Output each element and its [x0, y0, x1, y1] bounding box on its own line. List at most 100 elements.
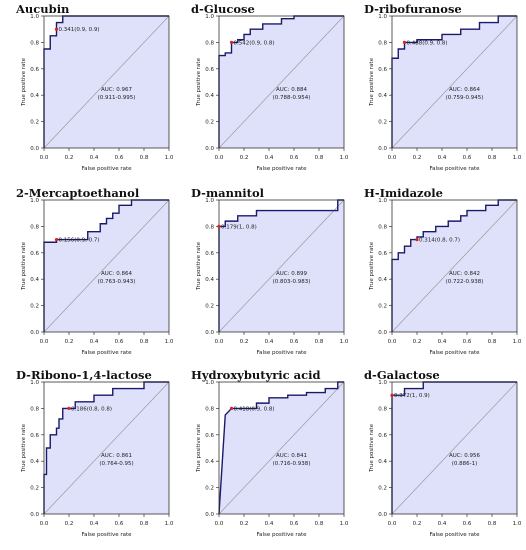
panel-title: 2-Mercaptoethanol — [16, 186, 140, 200]
x-tick-label: 0.8 — [315, 155, 324, 161]
x-axis-label: False positive rate — [256, 350, 307, 356]
y-tick-label: 1.0 — [30, 380, 39, 386]
x-tick-label: 0.6 — [115, 339, 124, 345]
x-tick-label: 0.6 — [463, 155, 472, 161]
threshold-label: 0.488(0.9, 0.8) — [407, 40, 448, 46]
x-tick-label: 0.4 — [438, 339, 447, 345]
y-tick-label: 0.4 — [30, 459, 39, 465]
roc-plot: 0.0 0.2 0.4 0.6 0.8 1.0 0.0 0.2 0.4 0.6 0.8 1.0 Fals… — [369, 198, 522, 356]
auc-ci-label: (0.803-0.983) — [273, 279, 311, 285]
auc-label: AUC: 0.842 — [449, 271, 480, 277]
auc-label: AUC: 0.884 — [276, 87, 307, 93]
roc-panel: D-mannitol 0.0 0.2 0.4 0.6 0.8 1.0 0.0 0.2 0.4 0.6… — [187, 186, 355, 361]
threshold-label: 0.372(1, 0.9) — [394, 393, 430, 399]
reference-diagonal — [43, 15, 170, 149]
x-tick-label: 0.2 — [240, 521, 249, 527]
x-axis-label: False positive rate — [256, 166, 307, 172]
roc-plot: 0.0 0.2 0.4 0.6 0.8 1.0 0.0 0.2 0.4 0.6 0.8 1.0 Fals… — [21, 198, 174, 356]
y-tick-label: 0.8 — [205, 40, 214, 46]
threshold-label: 0.186(0.8, 0.8) — [71, 406, 112, 412]
y-axis-label: True positive rate — [21, 423, 27, 473]
y-tick-label: 0.0 — [378, 330, 387, 336]
threshold-point — [54, 27, 59, 31]
panel-title: H-Imidazole — [364, 186, 443, 200]
y-tick-label: 0.6 — [378, 67, 387, 73]
roc-plot: 0.0 0.2 0.4 0.6 0.8 1.0 0.0 0.2 0.4 0.6 0.8 1.0 Fals… — [369, 14, 522, 172]
auc-ci-label: (0.716-0.938) — [273, 461, 311, 467]
y-tick-label: 0.0 — [30, 330, 39, 336]
x-tick-label: 1.0 — [513, 521, 522, 527]
threshold-point — [229, 40, 234, 45]
threshold-point — [217, 224, 221, 228]
x-tick-label: 0.4 — [265, 339, 274, 345]
auc-ci-label: (0.764-0.95) — [99, 461, 133, 467]
x-axis-label: False positive rate — [429, 166, 480, 172]
roc-curve — [218, 15, 344, 148]
x-tick-label: 0.4 — [90, 521, 99, 527]
auc-ci-label: (0.886-1) — [452, 461, 478, 467]
y-tick-label: 0.4 — [205, 459, 214, 465]
y-tick-label: 1.0 — [378, 14, 387, 20]
y-tick-label: 0.6 — [30, 251, 39, 257]
y-tick-label: 0.4 — [378, 277, 387, 283]
x-tick-label: 0.0 — [215, 339, 224, 345]
y-tick-label: 0.6 — [205, 251, 214, 257]
x-tick-label: 0.0 — [40, 521, 49, 527]
x-tick-label: 0.2 — [413, 339, 422, 345]
auc-ci-label: (0.788-0.954) — [273, 95, 311, 101]
y-tick-label: 0.0 — [205, 512, 214, 518]
y-tick-label: 0.4 — [205, 93, 214, 99]
reference-diagonal — [391, 381, 518, 515]
y-tick-label: 0.8 — [30, 224, 39, 230]
plot-frame — [218, 381, 345, 515]
x-tick-label: 0.8 — [315, 339, 324, 345]
y-tick-label: 1.0 — [30, 14, 39, 20]
x-tick-label: 0.4 — [438, 521, 447, 527]
x-tick-label: 0.4 — [265, 521, 274, 527]
panel-title: D-Ribono-1,4-lactose — [16, 368, 152, 382]
y-tick-label: 0.4 — [30, 93, 39, 99]
y-tick-label: 1.0 — [378, 198, 387, 204]
threshold-point — [415, 238, 419, 242]
roc-plot: 0.0 0.2 0.4 0.6 0.8 1.0 0.0 0.2 0.4 0.6 0.8 1.0 Fals… — [21, 380, 174, 538]
y-tick-label: 0.6 — [378, 433, 387, 439]
x-tick-label: 0.8 — [488, 339, 497, 345]
x-axis-label: False positive rate — [429, 350, 480, 356]
y-tick-label: 0.2 — [378, 120, 387, 126]
y-tick-label: 0.8 — [30, 406, 39, 412]
roc-plot: 0.0 0.2 0.4 0.6 0.8 1.0 0.0 0.2 0.4 0.6 0.8 1.0 Fals… — [196, 380, 349, 538]
y-axis-label: True positive rate — [196, 241, 202, 291]
auc-label: AUC: 0.864 — [449, 87, 480, 93]
roc-plot: 0.0 0.2 0.4 0.6 0.8 1.0 0.0 0.2 0.4 0.6 0.8 1.0 Fals… — [21, 14, 174, 172]
y-tick-label: 1.0 — [30, 198, 39, 204]
threshold-label: 0.341(0.9, 0.9) — [59, 27, 100, 33]
x-tick-label: 1.0 — [340, 339, 349, 345]
x-tick-label: 0.2 — [413, 155, 422, 161]
panel-title: Hydroxybutyric acid — [191, 368, 321, 382]
y-tick-label: 0.4 — [30, 277, 39, 283]
threshold-label: 0.542(0.9, 0.8) — [234, 40, 275, 46]
y-tick-label: 1.0 — [205, 14, 214, 20]
y-axis-label: True positive rate — [196, 423, 202, 473]
y-tick-label: 0.2 — [378, 304, 387, 310]
y-tick-label: 0.8 — [205, 406, 214, 412]
panel-title: D-mannitol — [191, 186, 265, 200]
y-tick-label: 0.4 — [378, 93, 387, 99]
roc-curve — [43, 381, 169, 514]
reference-diagonal — [218, 381, 345, 515]
roc-plot: 0.0 0.2 0.4 0.6 0.8 1.0 0.0 0.2 0.4 0.6 0.8 1.0 Fals… — [196, 14, 349, 172]
x-tick-label: 0.2 — [65, 339, 74, 345]
x-tick-label: 0.4 — [265, 155, 274, 161]
y-tick-label: 0.6 — [205, 433, 214, 439]
y-tick-label: 1.0 — [205, 198, 214, 204]
y-tick-label: 0.8 — [205, 224, 214, 230]
y-tick-label: 1.0 — [378, 380, 387, 386]
x-tick-label: 0.0 — [40, 155, 49, 161]
plot-frame — [43, 381, 170, 515]
x-tick-label: 0.0 — [388, 155, 397, 161]
roc-curve — [391, 15, 517, 148]
x-tick-label: 0.6 — [290, 339, 299, 345]
threshold-label: 0.156(0.9, 0.7) — [59, 238, 100, 244]
x-tick-label: 0.6 — [463, 339, 472, 345]
roc-panel: D-Ribono-1,4-lactose 0.0 0.2 0.4 0.6 0.8 1.0 0.… — [12, 368, 180, 543]
